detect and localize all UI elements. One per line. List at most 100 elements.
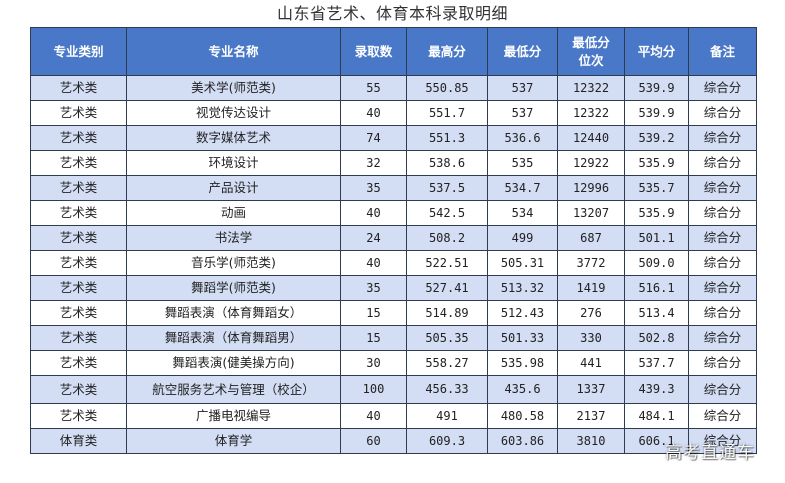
cell-major: 舞蹈学(师范类): [126, 275, 341, 301]
cell-note: 综合分: [688, 250, 757, 276]
cell-major: 美术学(师范类): [126, 75, 341, 101]
cell-min: 480.58: [487, 403, 558, 429]
cell-category: 艺术类: [30, 100, 127, 126]
cell-category: 艺术类: [30, 75, 127, 101]
cell-rank: 12322: [557, 75, 625, 101]
cell-count: 15: [340, 325, 407, 351]
table-row: 艺术类 环境设计 32 538.6 535 12922 535.9 综合分: [30, 150, 757, 176]
cell-count: 30: [340, 350, 407, 376]
header-major: 专业名称: [126, 27, 341, 76]
cell-min: 536.6: [487, 125, 558, 151]
cell-major: 书法学: [126, 225, 341, 251]
table-row: 艺术类 舞蹈表演（体育舞蹈女） 15 514.89 512.43 276 513.4 综合分: [30, 300, 757, 326]
cell-category: 艺术类: [30, 225, 127, 251]
admission-table: 专业类别 专业名称 录取数 最高分 最低分 最低分 位次 平均分 备注 艺术类 美术…: [30, 27, 757, 454]
cell-max: 550.85: [406, 75, 488, 101]
cell-note: 综合分: [688, 125, 757, 151]
cell-major: 动画: [126, 200, 341, 226]
cell-min: 501.33: [487, 325, 558, 351]
cell-max: 508.2: [406, 225, 488, 251]
cell-major: 舞蹈表演（体育舞蹈女）: [126, 300, 341, 326]
cell-avg: 539.2: [624, 125, 689, 151]
cell-max: 542.5: [406, 200, 488, 226]
cell-max: 551.7: [406, 100, 488, 126]
cell-major: 数字媒体艺术: [126, 125, 341, 151]
cell-max: 527.41: [406, 275, 488, 301]
cell-category: 艺术类: [30, 125, 127, 151]
table-row: 艺术类 产品设计 35 537.5 534.7 12996 535.7 综合分: [30, 175, 757, 201]
cell-min: 535.98: [487, 350, 558, 376]
cell-rank: 12996: [557, 175, 625, 201]
cell-avg: 516.1: [624, 275, 689, 301]
cell-rank: 12922: [557, 150, 625, 176]
cell-category: 艺术类: [30, 250, 127, 276]
cell-major: 音乐学(师范类): [126, 250, 341, 276]
cell-note: 综合分: [688, 375, 757, 404]
cell-count: 32: [340, 150, 407, 176]
header-max: 最高分: [406, 27, 488, 76]
watermark: 高考直通车: [665, 443, 755, 463]
cell-category: 艺术类: [30, 325, 127, 351]
cell-rank: 12440: [557, 125, 625, 151]
cell-max: 491: [406, 403, 488, 429]
cell-major: 产品设计: [126, 175, 341, 201]
cell-count: 24: [340, 225, 407, 251]
cell-min: 435.6: [487, 375, 558, 404]
cell-min: 513.32: [487, 275, 558, 301]
cell-major: 航空服务艺术与管理（校企）: [126, 375, 341, 404]
cell-note: 综合分: [688, 150, 757, 176]
table-row: 艺术类 动画 40 542.5 534 13207 535.9 综合分: [30, 200, 757, 226]
cell-count: 15: [340, 300, 407, 326]
cell-max: 551.3: [406, 125, 488, 151]
cell-rank: 12322: [557, 100, 625, 126]
header-avg: 平均分: [624, 27, 689, 76]
cell-category: 艺术类: [30, 275, 127, 301]
cell-note: 综合分: [688, 275, 757, 301]
cell-avg: 502.8: [624, 325, 689, 351]
cell-count: 35: [340, 275, 407, 301]
cell-max: 558.27: [406, 350, 488, 376]
table-row: 艺术类 航空服务艺术与管理（校企） 100 456.33 435.6 1337 439.3 综…: [30, 375, 757, 404]
cell-major: 环境设计: [126, 150, 341, 176]
cell-max: 609.3: [406, 428, 488, 454]
table-row: 艺术类 舞蹈表演(健美操方向) 30 558.27 535.98 441 537.7 综合分: [30, 350, 757, 376]
cell-max: 456.33: [406, 375, 488, 404]
cell-avg: 535.7: [624, 175, 689, 201]
cell-note: 综合分: [688, 100, 757, 126]
cell-avg: 606.1: [624, 428, 689, 454]
header-rank: 最低分 位次: [557, 27, 625, 76]
cell-min: 537: [487, 75, 558, 101]
cell-category: 艺术类: [30, 175, 127, 201]
cell-count: 74: [340, 125, 407, 151]
cell-rank: 3810: [557, 428, 625, 454]
cell-rank: 2137: [557, 403, 625, 429]
cell-count: 100: [340, 375, 407, 404]
table-row: 艺术类 舞蹈学(师范类) 35 527.41 513.32 1419 516.1 综合分: [30, 275, 757, 301]
table-row: 艺术类 广播电视编导 40 491 480.58 2137 484.1 综合分: [30, 403, 757, 429]
header-category: 专业类别: [30, 27, 127, 76]
cell-avg: 484.1: [624, 403, 689, 429]
cell-note: 综合分: [688, 403, 757, 429]
cell-rank: 1419: [557, 275, 625, 301]
cell-major: 广播电视编导: [126, 403, 341, 429]
cell-avg: 537.7: [624, 350, 689, 376]
cell-rank: 687: [557, 225, 625, 251]
cell-note: 综合分: [688, 225, 757, 251]
cell-major: 舞蹈表演（体育舞蹈男）: [126, 325, 341, 351]
header-rank-line1: 最低分: [572, 34, 610, 50]
table-row: 体育类 体育学 60 609.3 603.86 3810 606.1 综合分: [30, 428, 757, 454]
page-title: 山东省艺术、体育本科录取明细: [276, 4, 508, 23]
cell-max: 514.89: [406, 300, 488, 326]
cell-category: 艺术类: [30, 375, 127, 404]
cell-avg: 501.1: [624, 225, 689, 251]
cell-min: 505.31: [487, 250, 558, 276]
cell-max: 537.5: [406, 175, 488, 201]
cell-rank: 1337: [557, 375, 625, 404]
table-body: 艺术类 美术学(师范类) 55 550.85 537 12322 539.9 综合分 艺术类 视觉…: [30, 75, 757, 454]
table-row: 艺术类 数字媒体艺术 74 551.3 536.6 12440 539.2 综合分: [30, 125, 757, 151]
cell-max: 522.51: [406, 250, 488, 276]
cell-count: 40: [340, 200, 407, 226]
table-row: 艺术类 书法学 24 508.2 499 687 501.1 综合分: [30, 225, 757, 251]
cell-major: 舞蹈表演(健美操方向): [126, 350, 341, 376]
cell-note: 综合分: [688, 428, 757, 454]
